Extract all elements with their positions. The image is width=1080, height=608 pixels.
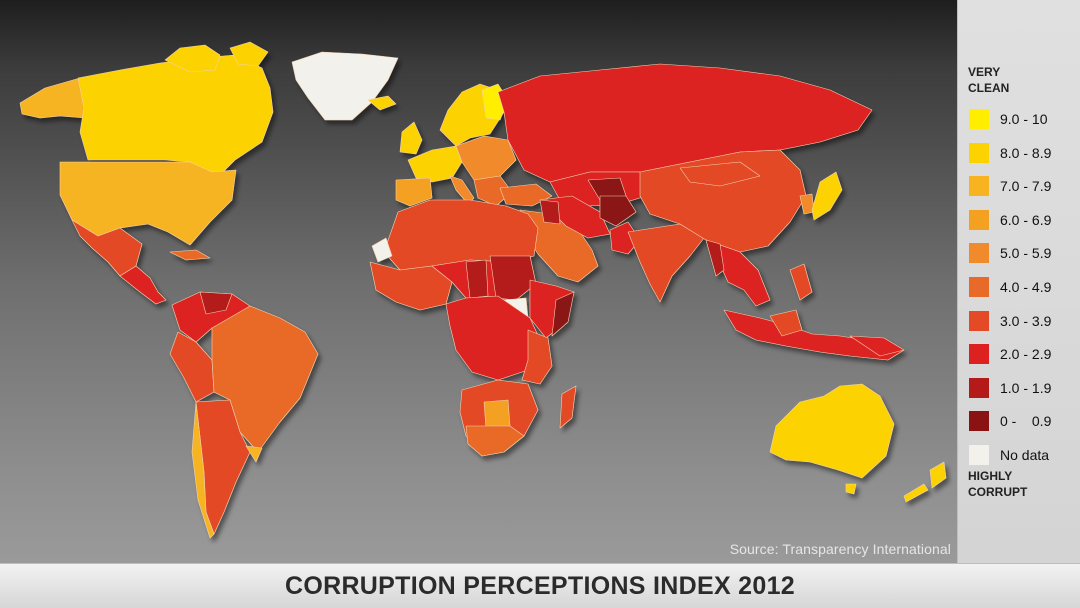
legend-label: 1.0 - 1.9 (1000, 379, 1052, 396)
legend-item: 2.0 - 2.9 (969, 342, 1051, 376)
legend-item: 1.0 - 1.9 (969, 376, 1051, 410)
legend-items: 9.0 - 10 8.0 - 8.9 7.0 - 7.9 6.0 - 6.9 5.0 -… (969, 107, 1051, 477)
legend-swatch (969, 411, 989, 432)
region-uruguay (245, 445, 263, 463)
legend-label: 7.0 - 7.9 (1000, 178, 1052, 195)
region-botswana (483, 399, 511, 429)
region-iraq (539, 199, 561, 225)
region-chad (465, 259, 489, 299)
title-bar: CORRUPTION PERCEPTIONS INDEX 2012 (0, 563, 1080, 608)
legend-swatch (969, 176, 989, 197)
region-philippines (789, 263, 813, 301)
legend-label: 2.0 - 2.9 (1000, 346, 1052, 363)
legend-item: No data (969, 443, 1051, 477)
map-legend: VERY CLEAN 9.0 - 10 8.0 - 8.9 7.0 - 7.9 6.0 … (957, 0, 1080, 563)
region-borneo (769, 309, 803, 337)
region-png (849, 335, 905, 357)
legend-item: 3.0 - 3.9 (969, 309, 1051, 343)
region-cuba (169, 249, 211, 261)
region-mongolia (679, 161, 761, 187)
region-somalia (551, 291, 575, 337)
region-chile (191, 401, 215, 539)
legend-label: 0 - 0.9 (1000, 413, 1052, 430)
legend-item: 5.0 - 5.9 (969, 241, 1051, 275)
region-canada (77, 54, 274, 181)
legend-item: 0 - 0.9 (969, 409, 1051, 443)
region-venezuela (199, 291, 233, 315)
legend-top-label: VERY CLEAN (968, 65, 1010, 95)
region-sudan (489, 255, 537, 301)
legend-swatch (969, 444, 989, 465)
legend-label: No data (1000, 446, 1050, 463)
legend-item: 6.0 - 6.9 (969, 208, 1051, 242)
legend-swatch (969, 310, 989, 331)
legend-bottom-label: HIGHLY CORRUPT (968, 469, 1028, 499)
legend-swatch (969, 377, 989, 398)
legend-label: 8.0 - 8.9 (1000, 144, 1052, 161)
region-china (639, 149, 807, 253)
world-map: Source: Transparency International (0, 0, 957, 563)
region-afghanistan (599, 195, 637, 227)
region-australia (769, 383, 895, 479)
region-new-zealand (903, 461, 947, 503)
region-eastern-europe (455, 135, 517, 181)
region-peru-bolivia (169, 331, 215, 403)
region-india (627, 223, 705, 303)
region-canada-islands (164, 41, 269, 73)
region-myanmar (705, 239, 725, 277)
region-tasmania (845, 483, 857, 495)
legend-label: 3.0 - 3.9 (1000, 312, 1052, 329)
legend-swatch (969, 243, 989, 264)
legend-item: 9.0 - 10 (969, 107, 1051, 141)
legend-item: 4.0 - 4.9 (969, 275, 1051, 309)
region-south-africa (465, 425, 525, 457)
source-credit: Source: Transparency International (729, 541, 951, 557)
legend-item: 8.0 - 8.9 (969, 141, 1051, 175)
region-greenland (291, 51, 399, 121)
region-uk-ireland (399, 121, 423, 155)
region-russia (497, 63, 873, 183)
legend-label: 6.0 - 6.9 (1000, 211, 1052, 228)
legend-label: 9.0 - 10 (1000, 111, 1048, 127)
legend-label: 5.0 - 5.9 (1000, 245, 1052, 262)
legend-label: 4.0 - 4.9 (1000, 278, 1052, 295)
legend-swatch (969, 209, 989, 230)
legend-swatch (969, 142, 989, 163)
region-western-sahara (371, 237, 393, 263)
region-central-america (119, 265, 167, 305)
region-iberia (395, 177, 433, 207)
region-japan (811, 171, 843, 221)
legend-swatch (969, 344, 989, 365)
region-iceland (367, 95, 397, 111)
region-east-africa (521, 329, 553, 385)
region-brazil (211, 305, 319, 453)
legend-item: 7.0 - 7.9 (969, 174, 1051, 208)
map-title: CORRUPTION PERCEPTIONS INDEX 2012 (284, 571, 795, 600)
world-map-svg (19, 41, 947, 539)
legend-swatch (969, 276, 989, 297)
legend-swatch (969, 109, 989, 129)
region-madagascar (559, 385, 577, 429)
